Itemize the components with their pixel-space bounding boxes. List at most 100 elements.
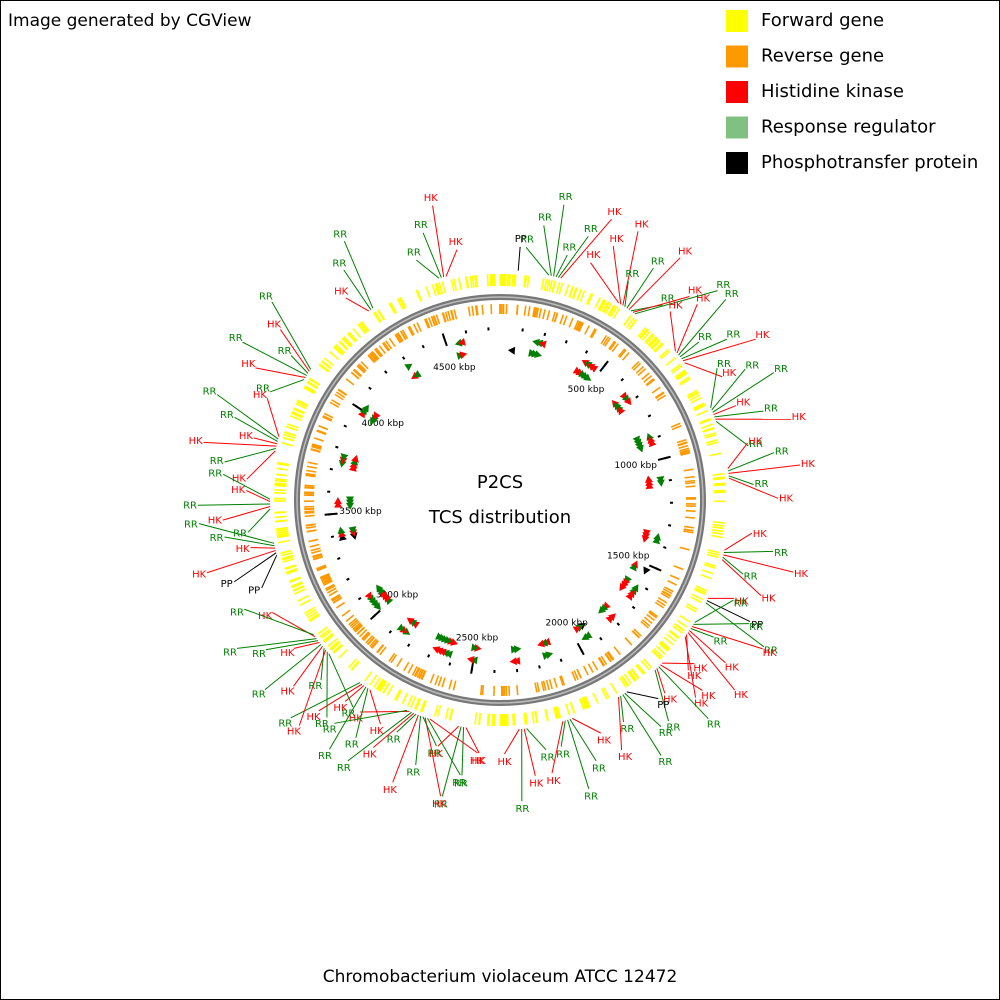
feature-label: RR	[515, 804, 529, 815]
forward-gene	[304, 385, 316, 393]
feature-label: HK	[597, 735, 612, 746]
forward-gene	[558, 282, 564, 295]
feature-label: RR	[210, 456, 224, 467]
forward-gene	[286, 425, 298, 432]
forward-gene	[379, 680, 388, 692]
feature-label: RR	[341, 709, 355, 720]
feature-label: HK	[370, 726, 385, 737]
forward-gene	[627, 671, 636, 682]
feature-label: HK	[280, 648, 295, 659]
feature-label: PP	[751, 620, 763, 631]
forward-gene	[318, 363, 330, 373]
feature-label: HK	[725, 662, 740, 673]
reverse-gene	[322, 415, 333, 421]
feature-label: HK	[189, 436, 204, 447]
forward-gene	[299, 599, 312, 607]
reverse-gene	[576, 321, 582, 332]
leader-line	[628, 257, 681, 310]
leader-line	[687, 632, 736, 691]
leader-line	[555, 254, 568, 278]
major-tick	[352, 403, 364, 412]
leader-line	[727, 442, 748, 469]
forward-gene	[689, 394, 701, 402]
minor-tick	[631, 605, 636, 610]
reverse-gene	[448, 679, 453, 690]
reverse-gene	[453, 309, 458, 320]
feature-label: HK	[241, 359, 256, 370]
reverse-gene	[313, 437, 324, 442]
leader-line	[255, 367, 306, 378]
reverse-gene	[388, 652, 396, 662]
reverse-gene	[444, 311, 450, 322]
forward-gene	[671, 365, 683, 374]
feature-label: RR	[434, 799, 448, 810]
forward-gene	[513, 713, 516, 726]
reverse-gene	[452, 680, 457, 691]
feature-marker	[643, 566, 651, 575]
feature-label: RR	[387, 734, 401, 745]
forward-gene	[474, 712, 478, 725]
feature-marker	[652, 536, 661, 545]
reverse-gene	[649, 610, 658, 618]
forward-gene	[297, 594, 309, 602]
leader-line	[396, 713, 417, 733]
reverse-gene	[311, 443, 322, 448]
reverse-gene	[407, 326, 414, 337]
feature-marker	[653, 533, 661, 541]
feature-label: RR	[716, 280, 730, 291]
minor-tick	[427, 654, 431, 658]
leader-line	[416, 259, 440, 279]
reverse-gene	[306, 469, 317, 473]
forward-gene	[474, 275, 477, 288]
feature-label: RR	[584, 791, 598, 802]
forward-gene	[585, 293, 593, 305]
forward-gene	[600, 688, 608, 700]
leader-line	[660, 664, 703, 691]
feature-marker	[444, 635, 452, 644]
reverse-gene	[311, 445, 322, 451]
forward-gene	[277, 539, 291, 544]
feature-marker	[510, 645, 519, 654]
feature-marker	[534, 350, 542, 359]
leader-line	[293, 645, 323, 687]
forward-gene	[686, 603, 699, 611]
reverse-gene	[345, 614, 355, 622]
leader-line	[560, 219, 612, 279]
reverse-gene	[645, 378, 655, 386]
forward-gene	[296, 400, 308, 408]
feature-marker	[623, 397, 632, 406]
reverse-gene	[608, 340, 616, 350]
feature-label: HK	[470, 756, 485, 767]
forward-gene	[292, 408, 305, 415]
reverse-gene	[367, 636, 376, 646]
feature-label: HK	[792, 412, 807, 423]
forward-gene	[687, 391, 699, 399]
feature-label: RR	[749, 622, 763, 633]
feature-label: HK	[755, 330, 770, 341]
reverse-gene	[335, 391, 346, 399]
forward-gene	[695, 585, 708, 592]
forward-gene	[626, 317, 635, 329]
reverse-gene	[311, 444, 322, 450]
forward-gene	[524, 275, 528, 288]
leader-line	[334, 709, 408, 724]
reverse-gene	[679, 447, 690, 452]
feature-label: RR	[318, 751, 332, 762]
reverse-gene	[548, 679, 553, 690]
forward-gene	[433, 704, 439, 717]
forward-gene	[382, 682, 391, 694]
reverse-gene	[431, 315, 437, 326]
forward-gene	[307, 380, 319, 389]
reverse-gene	[582, 665, 589, 676]
forward-gene	[373, 677, 382, 688]
feature-marker	[619, 582, 627, 591]
feature-label: HK	[363, 750, 378, 761]
leader-line	[689, 630, 726, 664]
feature-label: RR	[775, 446, 789, 457]
forward-gene	[289, 577, 301, 584]
leader-line	[714, 410, 764, 418]
reverse-gene	[683, 525, 695, 529]
leader-line	[224, 536, 275, 547]
reverse-gene	[589, 328, 596, 338]
